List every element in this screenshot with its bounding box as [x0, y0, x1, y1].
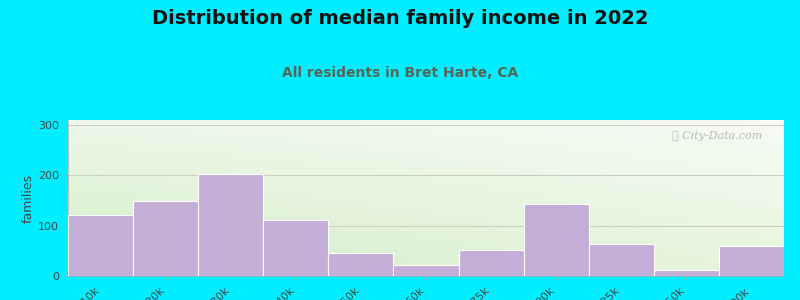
Y-axis label: families: families [22, 173, 35, 223]
Bar [394, 265, 458, 276]
Text: All residents in Bret Harte, CA: All residents in Bret Harte, CA [282, 66, 518, 80]
Bar [133, 200, 198, 276]
Bar [524, 204, 589, 276]
Bar [719, 246, 784, 276]
Bar [458, 250, 524, 276]
Bar [654, 270, 719, 276]
Bar [198, 174, 263, 276]
Bar [68, 214, 133, 276]
Text: ⓘ City-Data.com: ⓘ City-Data.com [672, 131, 762, 141]
Text: Distribution of median family income in 2022: Distribution of median family income in … [152, 9, 648, 28]
Bar [328, 254, 394, 276]
Bar [263, 220, 328, 276]
Bar [589, 244, 654, 276]
